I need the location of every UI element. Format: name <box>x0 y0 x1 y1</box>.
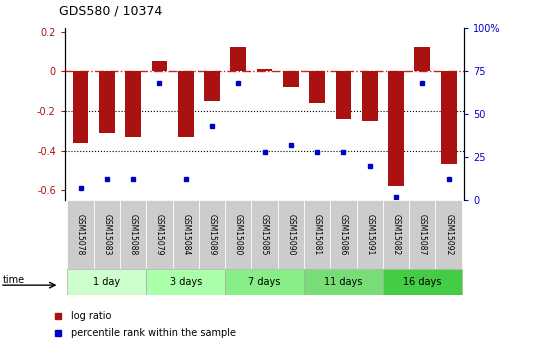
Bar <box>99 71 114 133</box>
Bar <box>383 200 409 269</box>
Text: GSM15087: GSM15087 <box>418 214 427 255</box>
Bar <box>231 47 246 71</box>
Bar <box>409 200 435 269</box>
Bar <box>414 47 430 71</box>
Bar <box>125 71 141 137</box>
Text: 16 days: 16 days <box>403 277 442 287</box>
Bar <box>146 269 225 295</box>
Bar <box>256 69 273 71</box>
Text: GDS580 / 10374: GDS580 / 10374 <box>59 4 163 17</box>
Text: GSM15080: GSM15080 <box>234 214 243 255</box>
Text: GSM15092: GSM15092 <box>444 214 453 255</box>
Text: GSM15085: GSM15085 <box>260 214 269 255</box>
Bar <box>356 200 383 269</box>
Bar <box>435 200 462 269</box>
Bar <box>362 71 377 121</box>
Bar <box>304 269 383 295</box>
Text: GSM15081: GSM15081 <box>313 214 322 255</box>
Bar <box>304 200 330 269</box>
Bar <box>68 200 94 269</box>
Bar <box>388 71 404 186</box>
Bar <box>252 200 278 269</box>
Bar <box>225 200 252 269</box>
Text: GSM15086: GSM15086 <box>339 214 348 255</box>
Text: GSM15083: GSM15083 <box>103 214 111 255</box>
Bar <box>146 200 173 269</box>
Bar <box>120 200 146 269</box>
Bar <box>283 71 299 87</box>
Text: log ratio: log ratio <box>71 311 111 321</box>
Text: time: time <box>3 275 25 285</box>
Bar <box>278 200 304 269</box>
Bar <box>178 71 194 137</box>
Text: GSM15089: GSM15089 <box>207 214 217 255</box>
Text: percentile rank within the sample: percentile rank within the sample <box>71 328 236 338</box>
Text: GSM15079: GSM15079 <box>155 214 164 255</box>
Bar <box>225 269 304 295</box>
Bar <box>68 269 146 295</box>
Bar <box>73 71 89 142</box>
Text: GSM15082: GSM15082 <box>392 214 401 255</box>
Bar <box>173 200 199 269</box>
Text: GSM15084: GSM15084 <box>181 214 190 255</box>
Text: GSM15078: GSM15078 <box>76 214 85 255</box>
Bar <box>204 71 220 101</box>
Bar <box>309 71 325 103</box>
Bar <box>94 200 120 269</box>
Bar <box>330 200 356 269</box>
Text: GSM15091: GSM15091 <box>365 214 374 255</box>
Bar <box>383 269 462 295</box>
Bar <box>199 200 225 269</box>
Text: GSM15088: GSM15088 <box>129 214 138 255</box>
Text: GSM15090: GSM15090 <box>286 214 295 255</box>
Text: 11 days: 11 days <box>325 277 363 287</box>
Bar <box>441 71 456 165</box>
Bar <box>335 71 352 119</box>
Bar <box>152 61 167 71</box>
Text: 1 day: 1 day <box>93 277 120 287</box>
Text: 7 days: 7 days <box>248 277 281 287</box>
Text: 3 days: 3 days <box>170 277 202 287</box>
